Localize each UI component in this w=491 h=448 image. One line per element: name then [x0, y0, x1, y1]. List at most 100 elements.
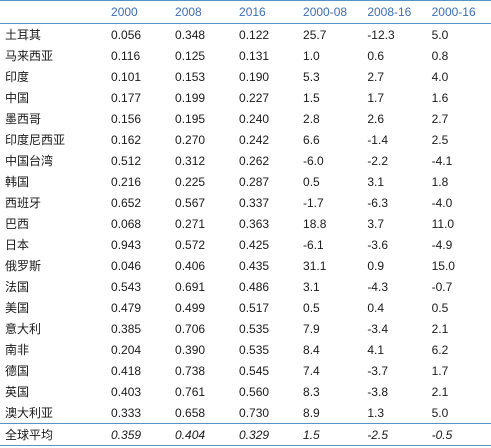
value-cell: 0.706	[175, 321, 206, 336]
region-cell: 中国	[5, 91, 30, 105]
value-cell: 0.499	[175, 300, 206, 315]
value-cell: 0.738	[175, 363, 206, 378]
header-cell-2000-16: 2000-16	[431, 5, 476, 19]
value-cell: 2.7	[431, 111, 449, 126]
value-cell: 0.242	[239, 132, 270, 147]
value-cell: 0.425	[239, 237, 270, 252]
value-cell: 0.517	[239, 300, 270, 315]
region-cell: 俄罗斯	[5, 259, 42, 273]
value-cell: -3.8	[367, 384, 388, 399]
value-cell: 0.270	[175, 132, 206, 147]
table-row: 马来西亚 0.116 0.125 0.131 1.0 0.6 0.8	[0, 45, 491, 66]
value-cell: 1.6	[431, 90, 449, 105]
table-row: 中国台湾 0.512 0.312 0.262 -6.0 -2.2 -4.1	[0, 150, 491, 171]
value-cell: 2.8	[303, 111, 320, 126]
value-cell: 4.0	[431, 69, 449, 84]
value-cell: 1.8	[431, 174, 449, 189]
value-cell: 5.0	[431, 27, 449, 42]
value-cell: 1.0	[303, 48, 320, 63]
region-cell: 巴西	[5, 217, 30, 231]
value-cell: 0.156	[111, 111, 142, 126]
value-cell: 8.3	[303, 384, 320, 399]
value-cell: 0.486	[239, 279, 270, 294]
value-cell: 0.225	[175, 174, 206, 189]
value-cell: 1.5	[303, 90, 320, 105]
value-cell: -0.7	[431, 279, 453, 294]
value-cell: 0.6	[367, 48, 384, 63]
region-cell: 日本	[5, 238, 30, 252]
value-cell: 7.4	[303, 363, 320, 378]
value-cell: 0.240	[239, 111, 270, 126]
value-cell: -12.3	[367, 27, 395, 42]
value-cell: -4.1	[431, 153, 453, 168]
value-cell: 2.1	[431, 321, 449, 336]
table-row: 巴西 0.068 0.271 0.363 18.8 3.7 11.0	[0, 213, 491, 234]
region-cell: 德国	[5, 364, 30, 378]
value-cell: -3.4	[367, 321, 388, 336]
region-cell: 澳大利亚	[5, 406, 54, 420]
table-header: 2000 2008 2016 2000-08 2008-16 2000-16	[0, 0, 491, 24]
region-cell: 英国	[5, 385, 30, 399]
table-row: 墨西哥 0.156 0.195 0.240 2.8 2.6 2.7	[0, 108, 491, 129]
region-cell: 南非	[5, 343, 30, 357]
value-cell: 0.652	[111, 195, 142, 210]
header-cell-2016: 2016	[239, 5, 266, 19]
value-cell: -4.3	[367, 279, 388, 294]
region-cell: 墨西哥	[5, 112, 42, 126]
value-cell: 0.348	[175, 27, 206, 42]
region-cell: 全球平均	[5, 428, 54, 442]
value-cell: 1.5	[303, 427, 320, 442]
value-cell: 1.7	[367, 90, 384, 105]
value-cell: 0.943	[111, 237, 142, 252]
region-cell: 印度	[5, 70, 30, 84]
value-cell: -4.0	[431, 195, 453, 210]
value-cell: 0.329	[239, 427, 270, 442]
table-row: 印度 0.101 0.153 0.190 5.3 2.7 4.0	[0, 66, 491, 87]
table-row: 法国 0.543 0.691 0.486 3.1 -4.3 -0.7	[0, 276, 491, 297]
value-cell: -6.1	[303, 237, 324, 252]
value-cell: 0.195	[175, 111, 206, 126]
table-row: 西班牙 0.652 0.567 0.337 -1.7 -6.3 -4.0	[0, 192, 491, 213]
value-cell: 18.8	[303, 216, 327, 231]
value-cell: 0.131	[239, 48, 270, 63]
value-cell: 31.1	[303, 258, 327, 273]
region-cell: 韩国	[5, 175, 30, 189]
value-cell: 7.9	[303, 321, 320, 336]
value-cell: 0.122	[239, 27, 270, 42]
table-row: 澳大利亚 0.333 0.658 0.730 8.9 1.3 5.0	[0, 402, 491, 424]
value-cell: 0.560	[239, 384, 270, 399]
value-cell: 0.543	[111, 279, 142, 294]
value-cell: 15.0	[431, 258, 455, 273]
table-row: 意大利 0.385 0.706 0.535 7.9 -3.4 2.1	[0, 318, 491, 339]
value-cell: -0.5	[431, 427, 453, 442]
value-cell: 0.4	[367, 300, 384, 315]
value-cell: 5.3	[303, 69, 320, 84]
header-row: 2000 2008 2016 2000-08 2008-16 2000-16	[0, 0, 491, 24]
table-row: 美国 0.479 0.499 0.517 0.5 0.4 0.5	[0, 297, 491, 318]
value-cell: 0.333	[111, 405, 142, 420]
table-row: 土耳其 0.056 0.348 0.122 25.7 -12.3 5.0	[0, 24, 491, 46]
value-cell: 0.418	[111, 363, 142, 378]
value-cell: -6.3	[367, 195, 388, 210]
value-cell: 0.691	[175, 279, 206, 294]
value-cell: 0.162	[111, 132, 142, 147]
value-cell: 8.4	[303, 342, 320, 357]
value-cell: -6.0	[303, 153, 324, 168]
value-cell: 0.363	[239, 216, 270, 231]
value-cell: 2.6	[367, 111, 384, 126]
value-cell: 0.658	[175, 405, 206, 420]
region-cell: 法国	[5, 280, 30, 294]
value-cell: 0.5	[303, 300, 320, 315]
region-cell: 中国台湾	[5, 154, 54, 168]
value-cell: 0.8	[431, 48, 449, 63]
table-row: 日本 0.943 0.572 0.425 -6.1 -3.6 -4.9	[0, 234, 491, 255]
table-body: 土耳其 0.056 0.348 0.122 25.7 -12.3 5.0 马来西亚 0.116 0…	[0, 24, 491, 446]
value-cell: 0.153	[175, 69, 206, 84]
table-row: 中国 0.177 0.199 0.227 1.5 1.7 1.6	[0, 87, 491, 108]
table-row: 德国 0.418 0.738 0.545 7.4 -3.7 1.7	[0, 360, 491, 381]
value-cell: 2.5	[431, 132, 449, 147]
value-cell: 0.116	[111, 48, 141, 63]
value-cell: 0.404	[175, 427, 206, 442]
value-cell: 0.5	[431, 300, 449, 315]
